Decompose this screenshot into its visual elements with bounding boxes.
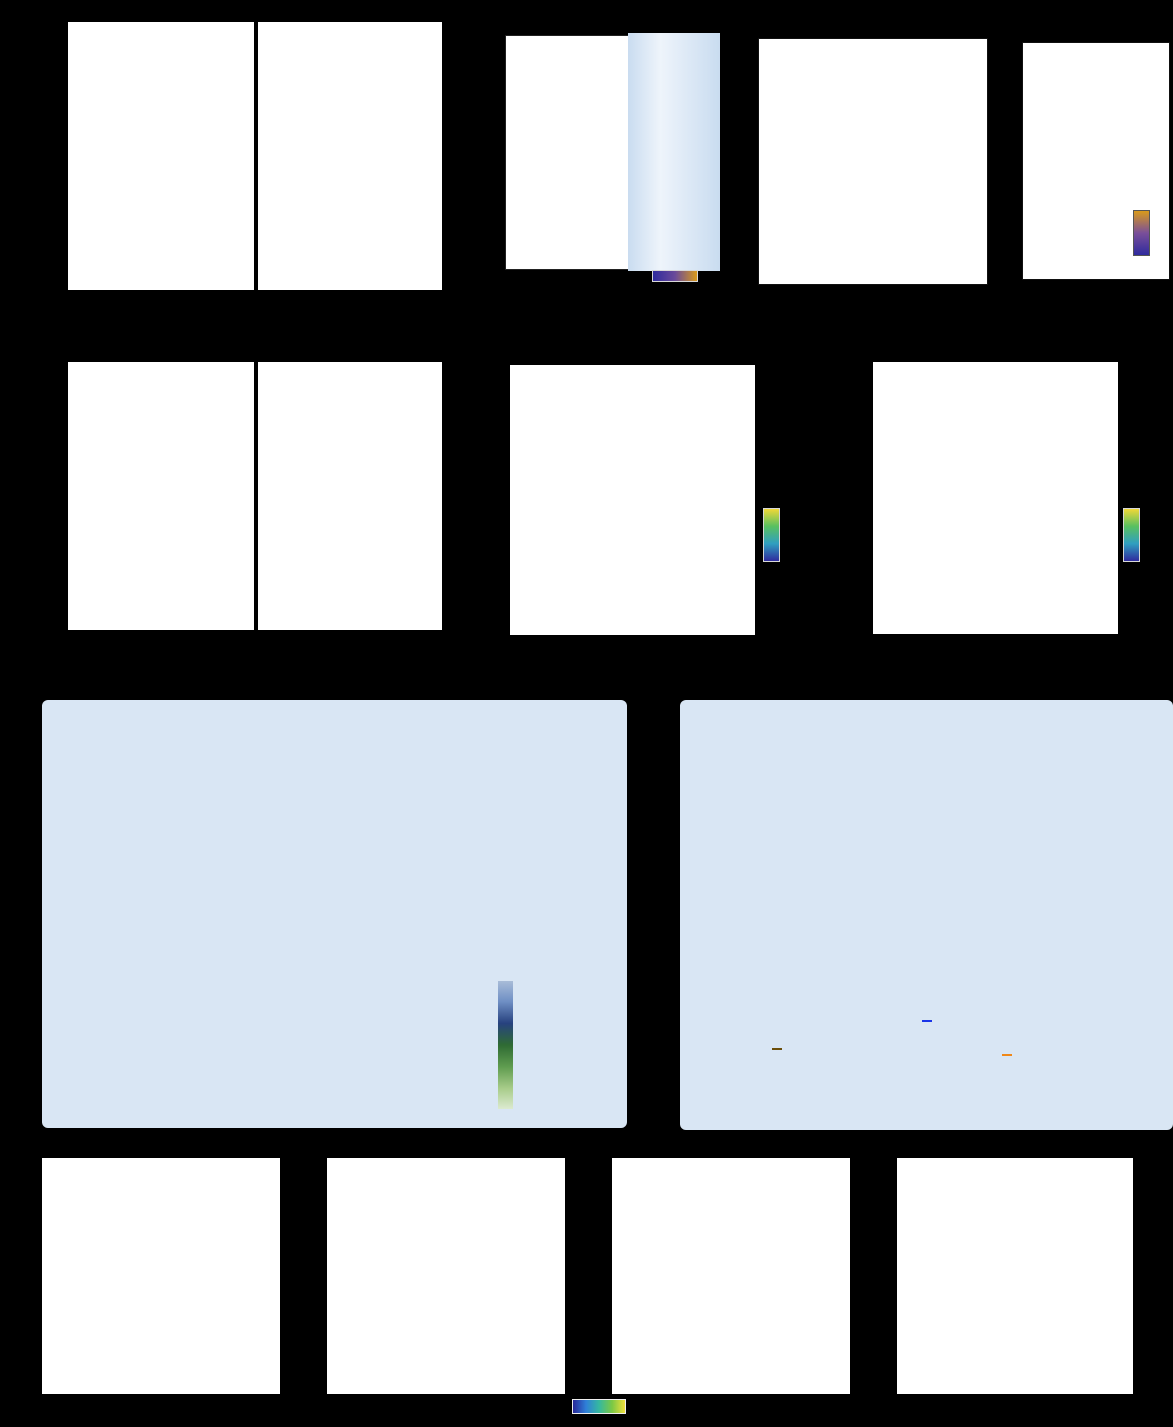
voltage-snapshot-1 — [42, 1158, 280, 1394]
layer-legend-gradient — [498, 981, 513, 1109]
g-colorbar — [1123, 508, 1140, 562]
band-panel-kz-3.26-delta — [68, 362, 254, 630]
band-panel-kz-0.72-delta — [258, 362, 442, 630]
f-colorbar — [763, 508, 780, 562]
pcb-photo-panel — [680, 700, 1173, 1130]
pump-colorbar — [1133, 210, 1150, 256]
voltage-colorbar — [572, 1399, 626, 1414]
weyl-loop-panel — [758, 38, 988, 285]
pcb-rx-label — [1002, 1054, 1012, 1056]
pcb-2rx-label — [1036, 994, 1046, 996]
pcb-mp-rx-label — [922, 1020, 932, 1022]
voltage-snapshot-4 — [897, 1158, 1133, 1394]
voltage-snapshot-2 — [327, 1158, 565, 1394]
circuit-schematic-panel — [42, 700, 627, 1128]
voltage-snapshot-3 — [612, 1158, 850, 1394]
band-panel-kz-0.72 — [258, 22, 442, 290]
pcb-pm-rz-label — [772, 1048, 782, 1050]
band-panel-kz-3.26 — [68, 22, 254, 290]
lattice-strip-diagram — [628, 33, 720, 271]
spectrum-colorbar — [652, 270, 698, 282]
edge-spectrum-plot — [505, 35, 629, 270]
surface-state-scatter — [510, 365, 755, 635]
bulk-state-scatter — [873, 362, 1118, 634]
